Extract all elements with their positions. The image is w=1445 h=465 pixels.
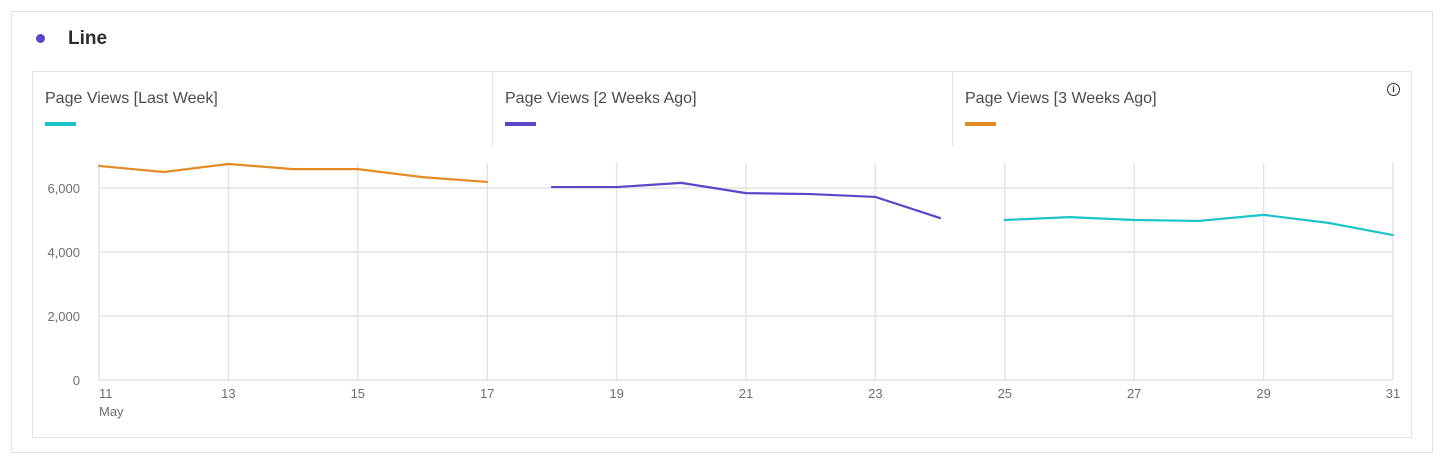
data-point — [1392, 234, 1394, 237]
data-point — [615, 186, 618, 189]
legend-label: Page Views [2 Weeks Ago] — [505, 90, 697, 107]
data-point — [1262, 213, 1265, 216]
legend-last-week[interactable]: Page Views [Last Week] — [33, 72, 493, 146]
series-line — [1004, 213, 1394, 237]
data-point — [1068, 216, 1071, 219]
x-tick-label: 29 — [1256, 386, 1270, 401]
x-tick-label: 13 — [221, 386, 235, 401]
chart-card: Line Page Views [Last Week] Page Views [… — [11, 11, 1433, 453]
data-point — [680, 181, 683, 184]
x-month-label: May — [99, 404, 124, 419]
data-point — [1197, 219, 1200, 222]
data-point — [292, 168, 295, 171]
data-point — [356, 168, 359, 171]
x-tick-label: 23 — [868, 386, 882, 401]
data-point — [745, 192, 747, 195]
x-tick-label: 31 — [1386, 386, 1400, 401]
data-point — [874, 195, 877, 198]
x-tick-label: 15 — [351, 386, 365, 401]
data-point — [421, 176, 424, 179]
legend-3-weeks-ago[interactable]: Page Views [3 Weeks Ago] — [953, 72, 1413, 146]
data-point — [1003, 219, 1006, 221]
card-title: Line — [68, 28, 108, 49]
legend-swatch — [965, 122, 996, 126]
x-tick-label: 17 — [480, 386, 494, 401]
x-tick-label: 25 — [998, 386, 1012, 401]
data-point — [939, 217, 942, 220]
x-tick-label: 11 — [99, 386, 113, 401]
x-tick-label: 19 — [609, 386, 623, 401]
x-tick-label: 27 — [1127, 386, 1141, 401]
legend-label: Page Views [Last Week] — [45, 90, 218, 107]
data-point — [550, 186, 553, 189]
data-point — [98, 164, 100, 167]
series-line — [98, 162, 488, 184]
x-tick-label: 21 — [739, 386, 753, 401]
data-point — [486, 180, 489, 183]
y-tick-label: 2,000 — [47, 309, 80, 324]
legend-swatch — [45, 122, 76, 126]
title-dot-icon — [36, 34, 45, 43]
y-tick-label: 0 — [73, 373, 80, 388]
data-point — [162, 171, 165, 173]
data-point — [809, 193, 812, 196]
info-icon[interactable]: i — [1387, 83, 1400, 96]
legend-2-weeks-ago[interactable]: Page Views [2 Weeks Ago] — [493, 72, 953, 146]
data-point — [227, 163, 230, 165]
data-point — [1327, 221, 1330, 224]
data-point — [1133, 219, 1136, 221]
y-tick-label: 4,000 — [47, 245, 80, 260]
legend-swatch — [505, 122, 536, 126]
chart-panel: Page Views [Last Week] Page Views [2 Wee… — [32, 71, 1412, 438]
legend-label: Page Views [3 Weeks Ago] — [965, 90, 1157, 107]
y-tick-label: 6,000 — [47, 181, 80, 196]
